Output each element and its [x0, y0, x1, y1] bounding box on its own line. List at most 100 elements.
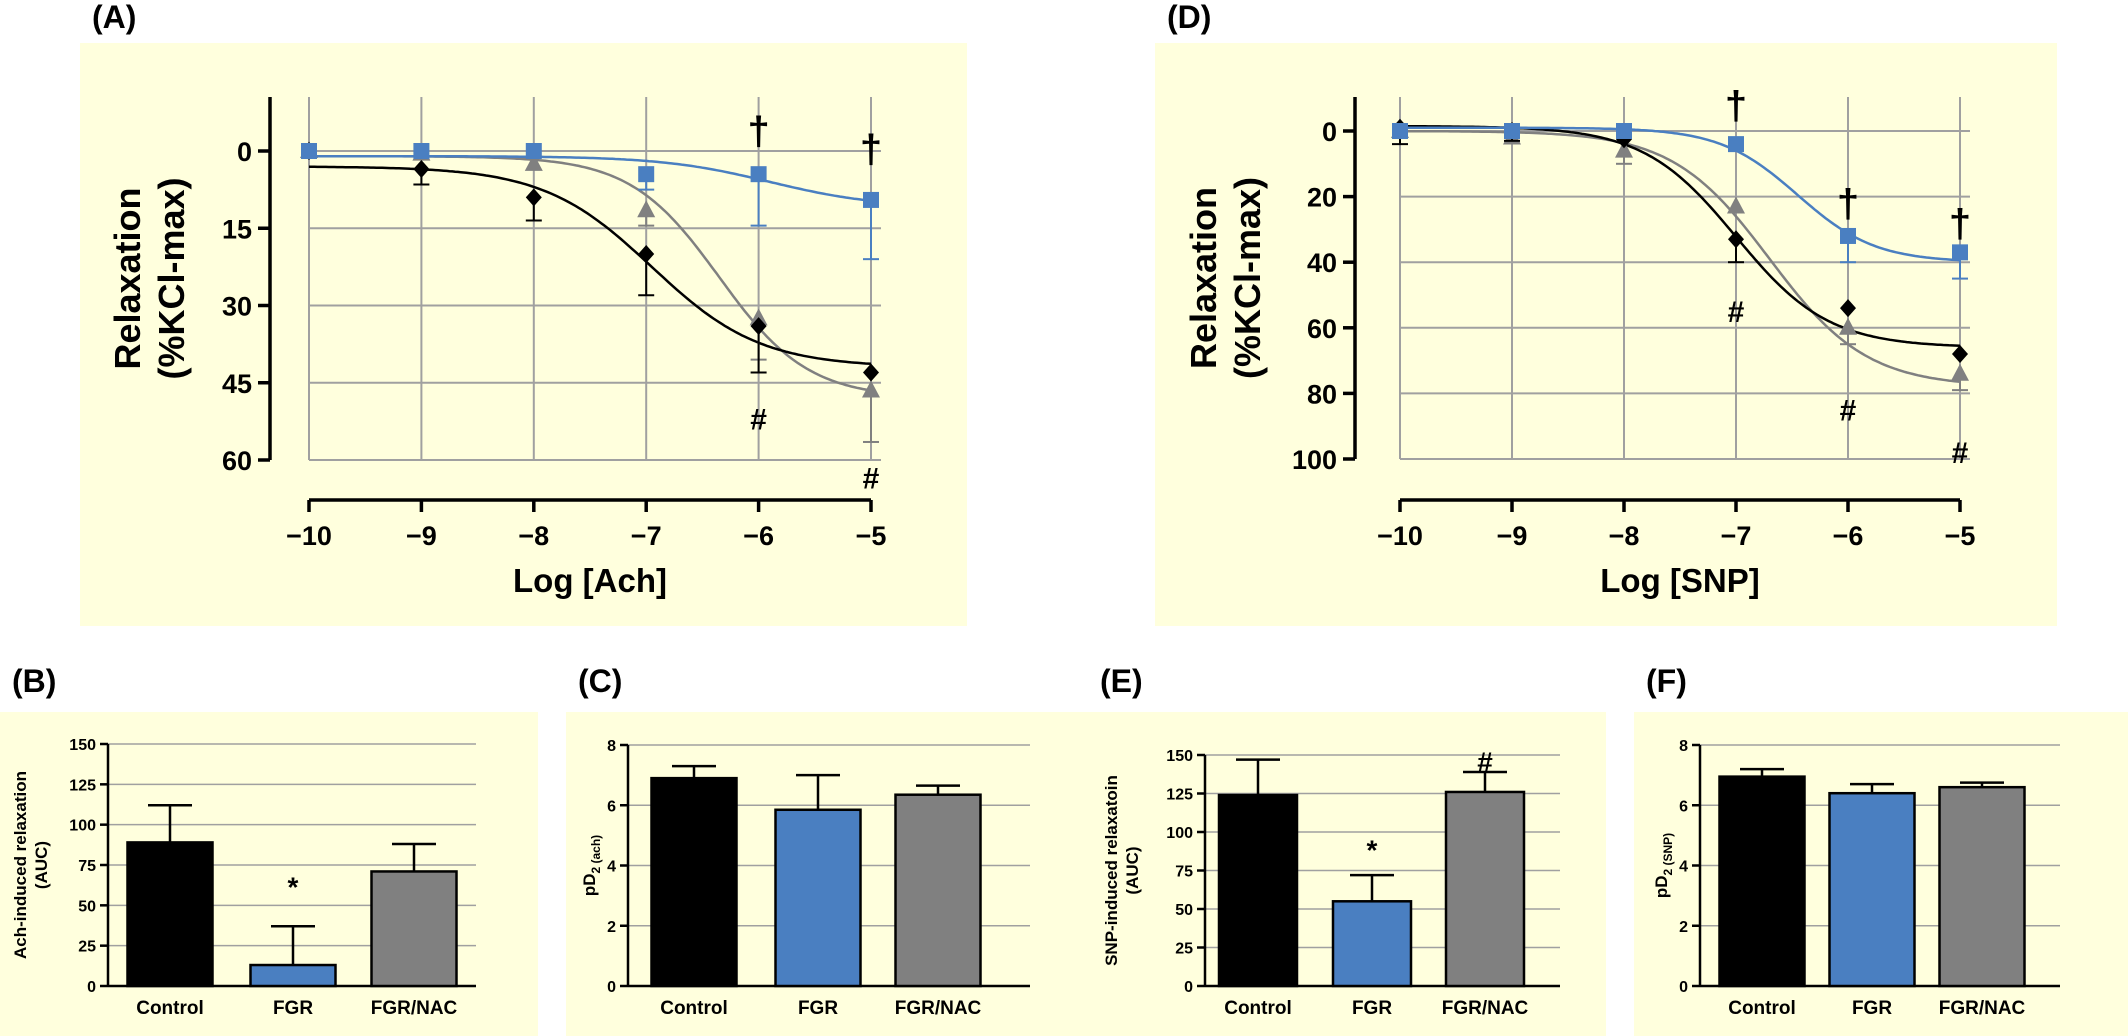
data-point-fgr	[1392, 123, 1408, 139]
data-point-fgr	[863, 191, 879, 208]
y-tick-label: 40	[1307, 248, 1337, 278]
significance-hash: #	[1728, 296, 1745, 329]
x-tick-label: −5	[856, 521, 887, 551]
panel-label-e: (E)	[1100, 663, 1143, 699]
panel-b-ach-auc-bar-chart: (B) 0 25 50 75 100 125 150 Control FGR FGR/NAC * Ach…	[0, 663, 538, 1036]
data-point-fgr_nac	[862, 380, 880, 398]
x-tick-label: −9	[1497, 521, 1528, 551]
x-tick-label: −6	[1833, 521, 1864, 551]
x-tick-label: −10	[286, 521, 332, 551]
data-point-fgr	[1504, 123, 1520, 139]
x-tick-label: −5	[1945, 521, 1976, 551]
y-tick-label: 8	[607, 738, 616, 755]
y-tick-label: 25	[1175, 941, 1193, 958]
y-tick-label: 45	[222, 369, 252, 399]
y-tick-label: 0	[87, 979, 96, 996]
fit-curve-control	[309, 165, 872, 366]
data-point-fgr	[1728, 136, 1744, 153]
y-tick-label: 75	[1175, 864, 1193, 881]
panel-label-a: (A)	[92, 0, 136, 35]
data-point-control	[1728, 230, 1744, 249]
bar-control	[1217, 793, 1299, 988]
x-tick-label: FGR/NAC	[371, 998, 458, 1019]
x-tick-label: FGR	[1852, 998, 1892, 1019]
data-point-fgr_nac	[1839, 317, 1857, 335]
significance-hash: #	[1952, 437, 1969, 470]
y-tick-label: 60	[1307, 314, 1337, 344]
x-tick-label: Control	[1728, 998, 1796, 1019]
data-point-control	[863, 363, 879, 382]
y-tick-label: 8	[1679, 738, 1688, 755]
significance-dagger: †	[860, 127, 882, 171]
y-tick-label: 0	[1679, 979, 1688, 996]
data-point-control	[525, 188, 542, 207]
y-axis-title: Relaxation(%KCl-max)	[1183, 177, 1268, 379]
bar-fgr	[249, 963, 337, 988]
x-axis-title: Log [Ach]	[513, 562, 667, 599]
y-tick-label: 2	[607, 919, 616, 936]
bar-fgr	[1828, 791, 1916, 988]
bar-control	[126, 841, 214, 988]
y-tick-label: 0	[237, 137, 252, 167]
y-tick-label: 6	[607, 798, 616, 815]
y-tick-label: 25	[78, 939, 96, 956]
data-point-fgr_nac	[749, 308, 768, 326]
data-point-fgr	[413, 143, 430, 159]
data-point-fgr	[1840, 227, 1856, 244]
y-tick-label: 100	[69, 818, 96, 835]
fit-curve-fgr_nac	[1400, 129, 1961, 384]
y-tick-label: 150	[1166, 748, 1193, 765]
y-tick-label: 20	[1307, 183, 1337, 213]
y-axis-title: SNP-induced relaxatoin (AUC)	[1102, 775, 1142, 966]
data-point-fgr_nac	[1951, 363, 1969, 381]
x-tick-label: FGR/NAC	[895, 998, 982, 1019]
y-axis-title: pD2 (SNP)	[1652, 833, 1675, 898]
y-tick-label: 4	[1679, 859, 1688, 876]
bar-fgr-nac	[1938, 785, 2026, 988]
significance-hash: #	[1840, 394, 1857, 427]
y-axis-title-line2: (%KCl-max)	[1227, 177, 1268, 379]
panel-label-f: (F)	[1646, 663, 1687, 699]
x-tick-label: −7	[1721, 521, 1752, 551]
y-tick-label: 4	[607, 859, 616, 876]
significance-hash: #	[1477, 747, 1493, 778]
fit-curve-fgr	[1400, 126, 1961, 262]
y-axis-title-line1: Relaxation	[1183, 187, 1224, 369]
significance-star: *	[1367, 834, 1378, 865]
y-tick-label: 50	[1175, 902, 1193, 919]
y-tick-label: 150	[69, 737, 96, 754]
data-point-control	[750, 317, 767, 336]
y-axis-title-main: pD	[580, 874, 599, 897]
x-tick-label: FGR/NAC	[1442, 998, 1529, 1019]
y-tick-label: 0	[607, 979, 616, 996]
data-point-control	[638, 245, 655, 263]
panel-label-b: (B)	[12, 663, 56, 699]
data-point-fgr	[1952, 244, 1968, 261]
y-tick-label: 0	[1322, 117, 1337, 147]
x-tick-label: FGR/NAC	[1939, 998, 2026, 1019]
y-axis-title: pD2 (ach)	[580, 835, 603, 896]
panel-c-pd2-ach-bar-chart: (C) 0 2 4 6 8 Control FGR FGR/NAC pD2 (ach)	[566, 663, 1088, 1036]
y-axis-title-line1: Ach-induced relaxation	[11, 771, 30, 959]
x-tick-label: −6	[743, 521, 774, 551]
bar-fgr-nac	[894, 793, 982, 988]
x-tick-label: Control	[660, 998, 728, 1019]
data-point-control	[1952, 345, 1968, 364]
panel-d-dose-response-snp: (D) 0 20 40 60 80 100 −10 −9 −8 −7 −6 −5 Log [SNP] Rel…	[1155, 0, 2057, 626]
data-point-fgr	[638, 166, 655, 183]
bar-control	[1718, 775, 1806, 988]
y-axis-title: Ach-induced relaxation (AUC)	[11, 771, 51, 959]
significance-dagger: †	[1949, 202, 1971, 246]
data-point-fgr_nac	[1727, 196, 1745, 214]
y-tick-label: 100	[1166, 825, 1193, 842]
y-tick-label: 80	[1307, 379, 1337, 409]
data-point-fgr	[301, 143, 317, 159]
bar-control	[650, 776, 738, 988]
y-axis-title-line1: SNP-induced relaxatoin	[1102, 775, 1121, 966]
y-axis-title-subscript: 2 (SNP)	[1661, 833, 1675, 876]
panel-label-c: (C)	[578, 663, 622, 699]
bar-fgr-nac	[370, 870, 458, 988]
y-tick-label: 50	[78, 898, 96, 915]
data-point-control	[1840, 299, 1856, 318]
